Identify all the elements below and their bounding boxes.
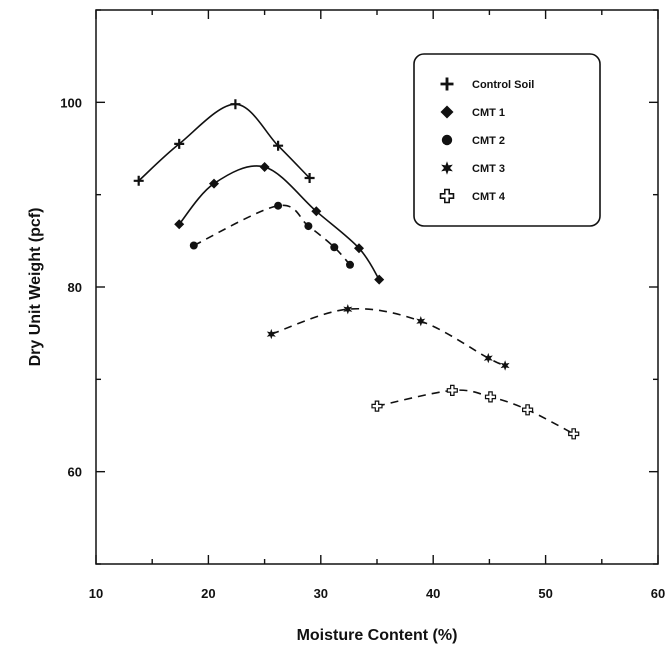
x-axis-title: Moisture Content (%): [297, 627, 458, 644]
data-point-cmt-3: [483, 352, 493, 364]
data-point-cmt-2: [274, 201, 283, 210]
series-markers: [133, 99, 580, 440]
legend-label: CMT 3: [472, 163, 505, 175]
legend-marker-icon: [440, 77, 454, 91]
y-tick-label: 60: [68, 465, 82, 480]
data-point-cmt-1: [374, 274, 385, 285]
data-point-cmt-2: [304, 222, 313, 231]
legend-marker-icon: [441, 161, 453, 175]
data-point-cmt-2: [330, 243, 339, 252]
data-point-control-soil: [304, 173, 315, 183]
legend-item: CMT 3: [441, 161, 505, 175]
data-point-cmt-3: [343, 304, 353, 315]
data-point-cmt-1: [354, 243, 364, 254]
x-tick-label: 30: [314, 586, 328, 601]
y-tick-label: 80: [68, 280, 82, 295]
series-line-control-soil: [138, 103, 311, 182]
y-tick-label: 100: [60, 95, 82, 110]
legend-item: CMT 4: [439, 188, 506, 204]
x-tick-label: 20: [201, 586, 215, 601]
data-point-control-soil: [174, 138, 185, 149]
data-point-cmt-3: [500, 360, 510, 371]
x-tick-label: 50: [538, 586, 552, 601]
axis-ticks: 10 20 30 40 50 60 60 80 100: [60, 9, 665, 601]
data-point-cmt-2: [189, 241, 198, 250]
x-tick-label: 60: [651, 586, 665, 601]
legend-item: CMT 2: [441, 134, 505, 147]
legend-item: Control Soil: [440, 77, 534, 91]
data-point-cmt-2: [346, 260, 354, 269]
x-tick-label: 40: [426, 586, 440, 601]
legend-marker-icon: [441, 134, 453, 146]
x-tick-label: 10: [89, 586, 103, 601]
data-point-control-soil: [230, 99, 241, 110]
data-point-cmt-4: [568, 428, 580, 440]
data-point-cmt-4: [446, 384, 458, 396]
data-point-cmt-4: [484, 391, 497, 403]
data-point-cmt-4: [371, 400, 383, 412]
legend-label: CMT 4: [472, 191, 506, 203]
legend-marker-icon: [440, 105, 454, 119]
series-line-cmt-4: [376, 389, 575, 435]
data-point-cmt-4: [521, 404, 534, 416]
legend-label: Control Soil: [472, 79, 534, 91]
legend-marker-icon: [439, 188, 455, 204]
data-point-cmt-1: [311, 206, 322, 217]
data-point-control-soil: [133, 175, 144, 186]
data-point-cmt-1: [209, 178, 219, 189]
data-point-control-soil: [273, 140, 284, 151]
data-point-cmt-3: [416, 316, 426, 327]
legend-label: CMT 1: [472, 107, 505, 119]
legend: Control Soil CMT 1 CMT 2 CMT 3 CMT 4: [413, 53, 601, 227]
series-line-cmt-3: [271, 307, 506, 367]
legend-item: CMT 1: [440, 105, 505, 119]
data-point-cmt-1: [259, 162, 270, 172]
legend-box: [413, 53, 601, 227]
data-point-cmt-3: [266, 328, 276, 340]
legend-label: CMT 2: [472, 135, 505, 147]
series-line-cmt-2: [193, 204, 351, 266]
y-axis-title: Dry Unit Weight (pcf): [27, 208, 44, 367]
data-point-cmt-1: [174, 219, 185, 230]
